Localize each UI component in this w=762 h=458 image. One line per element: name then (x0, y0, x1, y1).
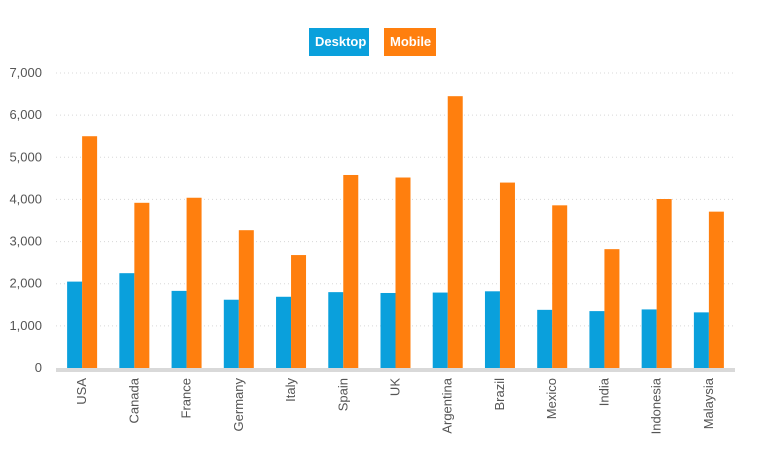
x-tick-label: Canada (126, 377, 141, 423)
y-tick-label: 2,000 (9, 276, 42, 291)
bar-desktop-canada[interactable] (119, 273, 135, 368)
bar-mobile-spain[interactable] (343, 174, 359, 368)
x-axis-line (56, 368, 735, 372)
bar-desktop-france[interactable] (171, 290, 187, 368)
bar-desktop-spain[interactable] (328, 292, 344, 368)
y-tick-label: 0 (35, 360, 42, 375)
legend-mobile[interactable]: Mobile (384, 28, 436, 56)
bar-mobile-canada[interactable] (134, 202, 150, 368)
x-tick-label: Indonesia (649, 377, 664, 434)
x-tick-label: Malaysia (701, 377, 716, 429)
y-tick-label: 7,000 (9, 65, 42, 80)
bar-desktop-germany[interactable] (223, 299, 239, 368)
bar-mobile-indonesia[interactable] (656, 199, 672, 368)
x-tick-label: Spain (335, 378, 350, 411)
y-tick-label: 4,000 (9, 191, 42, 206)
bar-mobile-uk[interactable] (395, 177, 411, 368)
y-tick-label: 5,000 (9, 149, 42, 164)
x-tick-label: Italy (283, 378, 298, 402)
legend: Desktop Mobile (0, 28, 762, 56)
bar-mobile-brazil[interactable] (499, 182, 515, 368)
bar-mobile-italy[interactable] (291, 255, 307, 368)
bar-desktop-mexico[interactable] (537, 309, 553, 368)
bar-desktop-italy[interactable] (276, 296, 292, 368)
x-tick-label: USA (74, 378, 89, 405)
bar-mobile-argentina[interactable] (447, 96, 463, 368)
x-tick-label: France (179, 378, 194, 418)
bar-desktop-usa[interactable] (67, 281, 83, 368)
bar-desktop-uk[interactable] (380, 292, 396, 368)
bar-desktop-malaysia[interactable] (693, 312, 709, 368)
bar-desktop-india[interactable] (589, 311, 605, 368)
bar-desktop-argentina[interactable] (432, 292, 448, 368)
legend-desktop[interactable]: Desktop (309, 28, 369, 56)
bar-desktop-indonesia[interactable] (641, 309, 657, 368)
y-tick-label: 1,000 (9, 318, 42, 333)
y-tick-label: 3,000 (9, 234, 42, 249)
bar-mobile-mexico[interactable] (552, 205, 568, 368)
x-tick-label: UK (388, 378, 403, 396)
x-tick-label: Germany (231, 378, 246, 432)
bar-mobile-germany[interactable] (238, 230, 254, 368)
x-tick-label: Argentina (440, 377, 455, 433)
x-tick-label: Brazil (492, 378, 507, 411)
bar-mobile-usa[interactable] (82, 136, 98, 368)
bar-mobile-malaysia[interactable] (708, 211, 724, 368)
y-tick-label: 6,000 (9, 107, 42, 122)
bar-desktop-brazil[interactable] (484, 291, 500, 368)
x-tick-label: India (596, 377, 611, 406)
bar-mobile-india[interactable] (604, 249, 620, 368)
bar-mobile-france[interactable] (186, 197, 202, 368)
x-tick-label: Mexico (544, 378, 559, 419)
